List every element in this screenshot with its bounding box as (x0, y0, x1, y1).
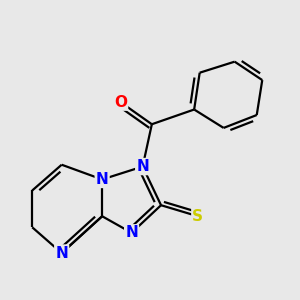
Text: N: N (55, 246, 68, 261)
Text: N: N (96, 172, 109, 187)
Text: N: N (136, 159, 149, 174)
Text: N: N (125, 225, 138, 240)
Text: O: O (114, 95, 127, 110)
Text: S: S (192, 209, 203, 224)
